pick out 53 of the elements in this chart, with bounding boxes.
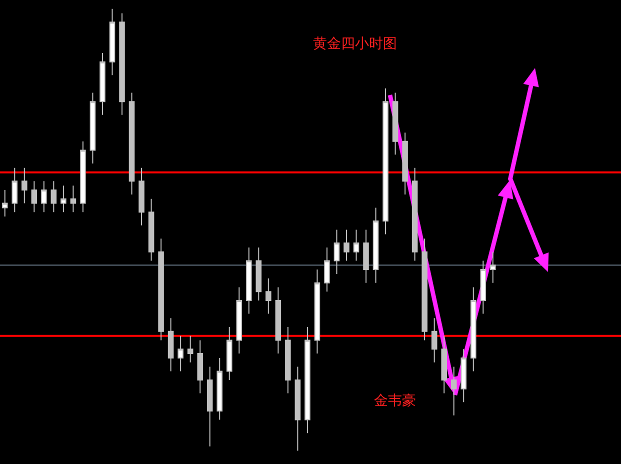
candlestick	[480, 260, 486, 314]
candlestick	[158, 238, 164, 341]
candlestick	[470, 286, 476, 372]
candlestick	[226, 326, 232, 381]
candlestick	[422, 238, 428, 341]
candlestick	[187, 335, 194, 363]
candlestick	[109, 8, 116, 76]
candlestick	[363, 229, 369, 284]
candlestick	[90, 92, 96, 164]
candlestick	[334, 229, 340, 274]
candlestick	[324, 246, 330, 292]
candlestick	[41, 180, 47, 213]
candlestick	[275, 286, 282, 354]
candlestick	[2, 190, 8, 218]
text: 黄金四小时图	[313, 36, 397, 52]
candlestick	[402, 132, 408, 195]
candlestick	[50, 180, 57, 213]
candlestick	[314, 269, 320, 354]
candlestick	[22, 167, 28, 204]
candlestick	[206, 366, 213, 447]
candlestick	[372, 207, 379, 284]
candlestick	[178, 335, 184, 372]
annotation: 金韦豪	[374, 393, 416, 409]
candlestick	[148, 198, 154, 262]
candlestick	[256, 246, 262, 301]
candlestick	[382, 88, 388, 235]
candlestick	[266, 278, 272, 314]
candlestick	[31, 180, 38, 213]
candlestick	[100, 52, 106, 116]
candlestick	[168, 318, 174, 372]
candlestick	[119, 12, 125, 116]
candlestick	[60, 185, 66, 213]
candlestick	[70, 185, 76, 213]
candlestick	[12, 167, 18, 213]
candlestick	[490, 251, 496, 284]
candlestick	[353, 229, 360, 262]
candlestick	[294, 366, 301, 452]
candlestick	[80, 140, 86, 213]
candlestick	[138, 167, 144, 226]
candlestick	[450, 366, 457, 416]
candlestick	[285, 326, 291, 394]
candlestick	[128, 92, 135, 195]
candlestick	[246, 246, 252, 314]
candlestick	[216, 357, 222, 420]
candlestick	[197, 340, 203, 394]
candlestick	[441, 335, 447, 394]
candlestick	[460, 348, 467, 403]
candlestick	[412, 167, 418, 262]
candlestick	[304, 326, 310, 434]
candlestick	[236, 286, 242, 354]
candlestick	[392, 92, 398, 156]
candlestick	[431, 318, 438, 363]
candlestick	[344, 229, 350, 262]
